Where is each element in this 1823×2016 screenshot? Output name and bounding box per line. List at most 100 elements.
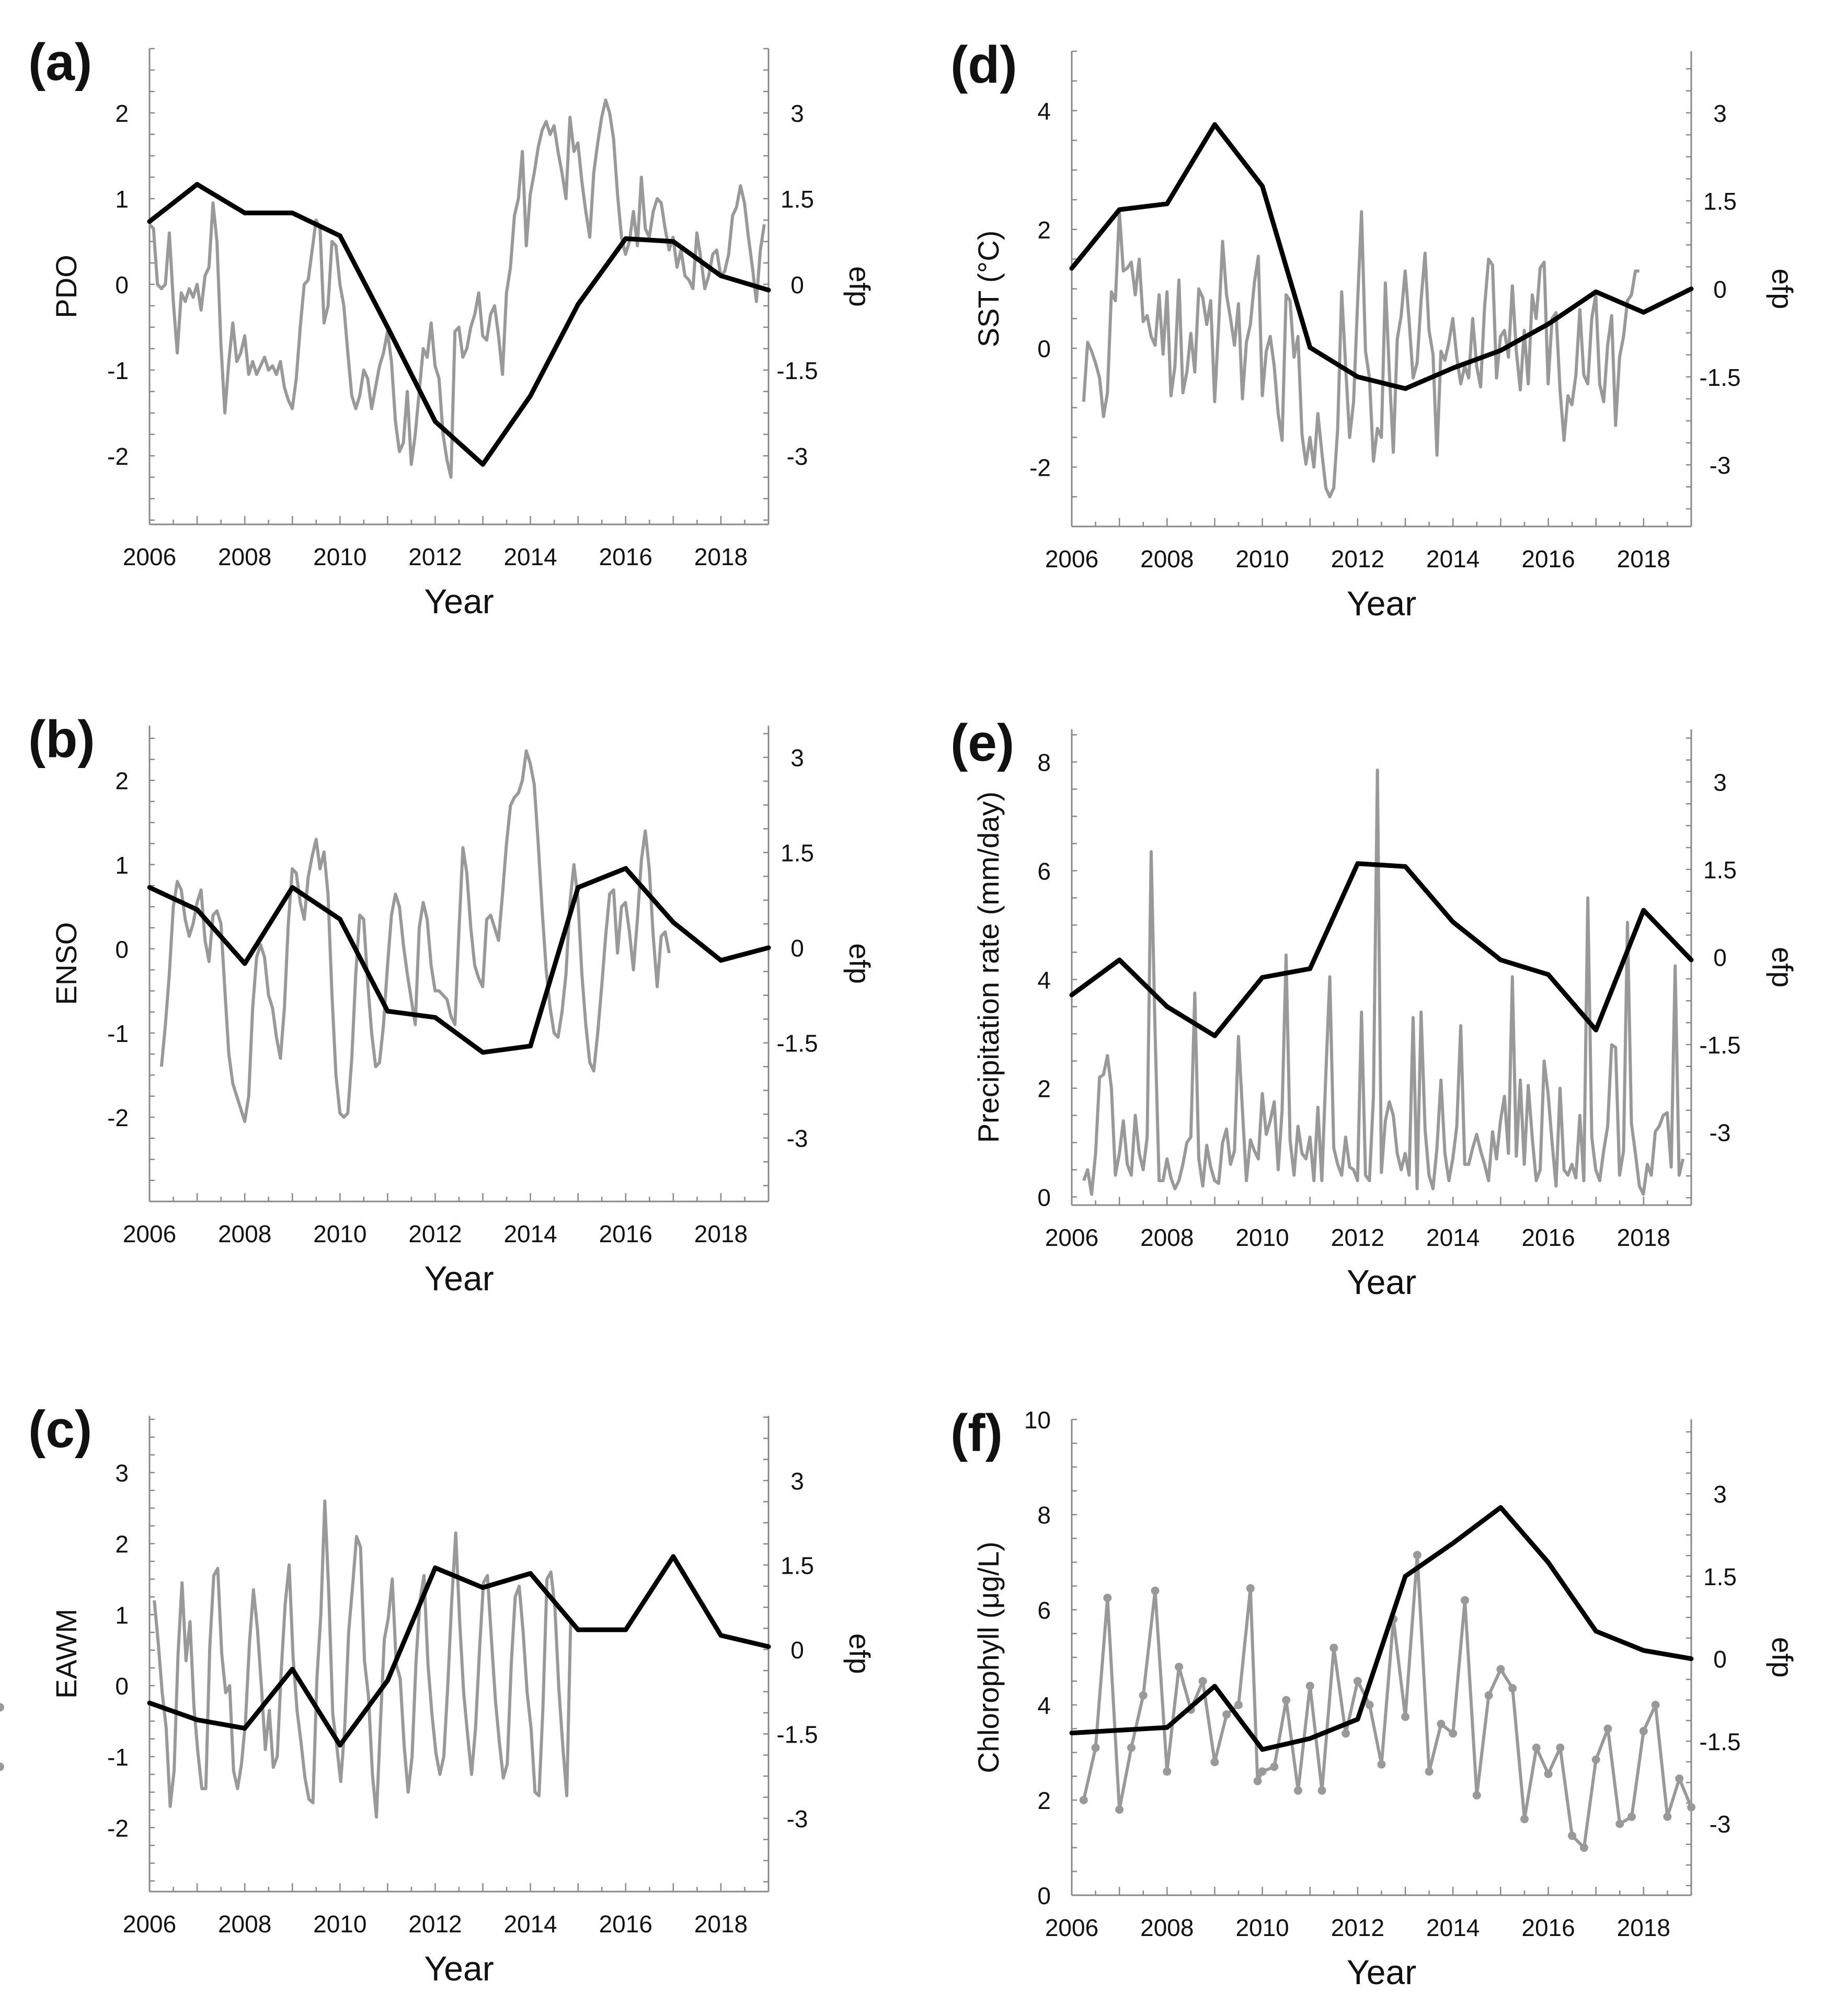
panel-label: (a)	[28, 33, 92, 91]
y-tick-label: -2	[107, 443, 129, 470]
x-tick-label: 2008	[1140, 1914, 1194, 1941]
y2-tick-label: -1.5	[1699, 1728, 1740, 1755]
series-chlorophyll-point	[1425, 1767, 1434, 1776]
y-tick-label: -1	[107, 357, 129, 384]
series-chlorophyll-point	[1627, 1812, 1636, 1821]
series-chlorophyll-point	[1342, 1729, 1350, 1738]
series-chlorophyll-point	[1377, 1760, 1386, 1769]
series-efp-vertex	[1117, 1727, 1122, 1733]
y-axis-title: ENSO	[50, 922, 83, 1005]
x-tick-label: 2008	[218, 1220, 271, 1247]
x-tick-label: 2008	[218, 1910, 271, 1938]
series-chlorophyll-point	[1258, 1767, 1267, 1776]
series-efp-vertex	[1498, 348, 1503, 353]
series-efp-vertex	[1593, 289, 1599, 294]
x-tick-label: 2014	[1426, 1224, 1480, 1251]
series-efp-vertex	[1069, 1731, 1074, 1736]
x-tick-label: 2008	[1140, 1224, 1194, 1251]
series-efp-vertex	[576, 885, 581, 890]
series-chlorophyll-point	[1115, 1805, 1124, 1814]
series-efp-vertex	[623, 236, 628, 241]
series-efp-vertex	[1117, 957, 1122, 963]
y2-tick-label: 1.5	[781, 840, 814, 867]
x-tick-label: 2010	[1235, 1914, 1289, 1941]
y2-tick-label: -1.5	[1699, 364, 1740, 391]
y-tick-label: 0	[1037, 335, 1051, 362]
series-efp-vertex	[1355, 374, 1360, 380]
y-tick-label: -1	[107, 1020, 129, 1047]
series-chlorophyll-point	[1687, 1803, 1695, 1812]
y2-tick-label: 3	[1713, 1481, 1727, 1508]
series-efp-vertex	[1403, 1574, 1408, 1579]
y-tick-label: 4	[1037, 1692, 1051, 1719]
series-chlorophyll-point	[1579, 1843, 1588, 1852]
y2-tick-label: 1.5	[1703, 856, 1737, 884]
series-efp-vertex	[1403, 386, 1408, 391]
y-axis-title: EAWM	[50, 1609, 83, 1699]
y-tick-label: 6	[1037, 857, 1051, 885]
y2-tick-label: 1.5	[781, 1552, 814, 1579]
panel-c: (c) 2006 2008 2010 2012 2014 2016 2018 -2 -1 0 1 2 3 -…	[28, 1400, 876, 1988]
series-efp-vertex	[1260, 184, 1265, 189]
y2-tick-label: -3	[787, 443, 808, 470]
panel-d: (d) 2006 2008 2010 2012 2014 2016 2018 -2 0 2 4 -3 -1…	[950, 36, 1799, 623]
series-chlorophyll-point	[1508, 1684, 1517, 1693]
series-chlorophyll-point	[1246, 1584, 1255, 1593]
series-efp-vertex	[1403, 864, 1408, 869]
x-tick-label: 2012	[1331, 1914, 1384, 1941]
series-chlorophyll-point	[1496, 1665, 1505, 1674]
series-efp-vertex	[147, 885, 152, 890]
y2-tick-label: 0	[1713, 944, 1727, 971]
panel-e: (e) 2006 2008 2010 2012 2014 2016 2018 0 2 4 6 8 -3 -1…	[950, 714, 1799, 1301]
x-tick-label: 2014	[503, 1910, 557, 1938]
x-tick-label: 2008	[218, 543, 271, 570]
y2-tick-label: -3	[1710, 1119, 1731, 1146]
series-efp-vertex	[194, 182, 200, 187]
y2-axis-title: efp	[843, 1633, 876, 1674]
y2-tick-label: -1.5	[776, 1030, 818, 1057]
x-tick-label: 2006	[1045, 545, 1098, 572]
panels: (a)2006 2008 2010 2012 2014 2016 2018-2-1012-3…	[0, 33, 1799, 1991]
series-efp-vertex	[1450, 1541, 1455, 1546]
x-tick-label: 2012	[408, 543, 462, 570]
y2-tick-label: -3	[787, 1125, 808, 1152]
series-chlorophyll-point	[1222, 1710, 1231, 1719]
x-tick-label: 2016	[599, 1910, 652, 1938]
series-efp-vertex	[290, 1667, 295, 1672]
x-tick-label: 2012	[408, 1220, 462, 1247]
series-efp-vertex	[432, 419, 438, 424]
x-tick-label: 2018	[1617, 1224, 1670, 1251]
series-efp-vertex	[480, 1050, 486, 1055]
series-efp-vertex	[623, 866, 628, 871]
x-axis-title: Year	[1347, 1263, 1416, 1301]
series-efp-vertex	[337, 917, 342, 922]
series-efp-vertex	[1164, 1004, 1170, 1009]
series-efp-vertex	[1546, 972, 1551, 977]
y-tick-label: 2	[115, 100, 129, 127]
series-efp-vertex	[1450, 919, 1455, 924]
y2-tick-label: 0	[790, 935, 804, 962]
y-tick-label: 10	[1024, 1406, 1051, 1434]
y2-tick-label: -3	[787, 1805, 808, 1832]
y2-tick-label: 0	[790, 1636, 804, 1664]
series-chlorophyll-point	[1353, 1677, 1362, 1686]
x-tick-label: 2018	[1617, 545, 1670, 572]
series-chlorophyll-point	[1253, 1777, 1262, 1785]
series-efp-vertex	[1164, 201, 1170, 207]
x-tick-label: 2010	[313, 1910, 366, 1938]
series-efp-vertex	[385, 1009, 390, 1014]
series-chlorophyll-point	[0, 1762, 4, 1771]
y2-tick-label: 3	[1713, 100, 1727, 127]
series-efp-vertex	[671, 239, 676, 244]
y2-axis-title: efp	[843, 266, 876, 307]
series-chlorophyll-point	[1103, 1594, 1112, 1602]
series-chlorophyll-point	[1675, 1774, 1684, 1783]
series-chlorophyll-point	[1639, 1727, 1648, 1736]
series-efp-vertex	[1498, 1505, 1503, 1510]
series-chlorophyll-point	[1317, 1786, 1326, 1795]
y-tick-label: 0	[115, 1673, 129, 1700]
series-efp-vertex	[337, 233, 342, 238]
series-chlorophyll-point	[1293, 1786, 1302, 1795]
y-tick-label: 3	[115, 1460, 129, 1487]
y-tick-label: 0	[115, 936, 129, 963]
